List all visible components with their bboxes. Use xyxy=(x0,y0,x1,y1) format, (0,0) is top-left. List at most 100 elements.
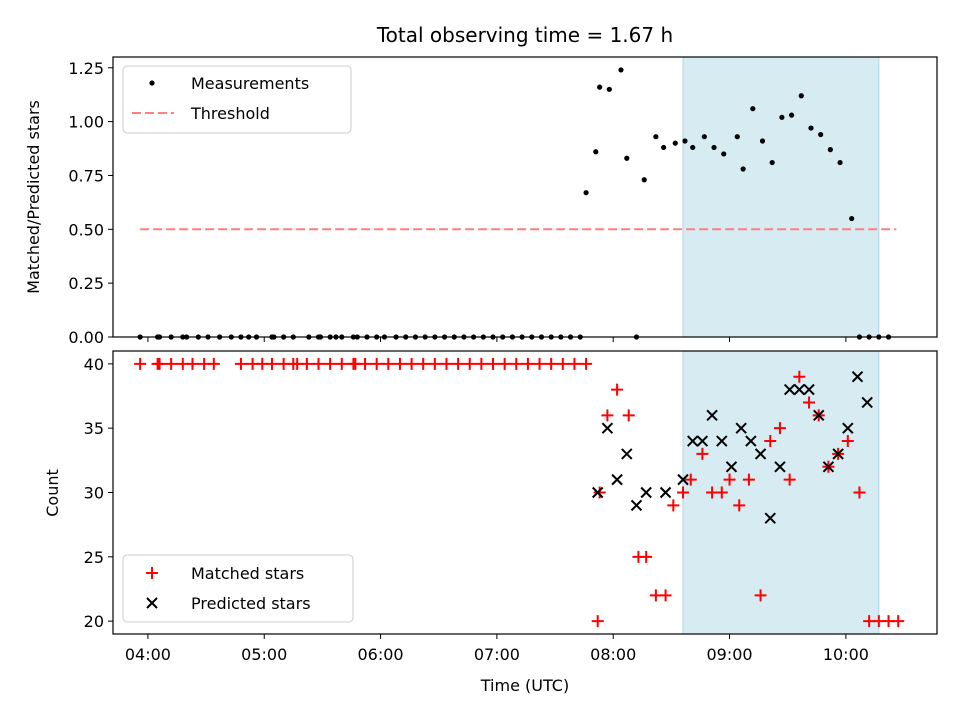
matched-star-point xyxy=(498,357,511,370)
matched-star-point xyxy=(622,409,635,422)
predicted-star-point xyxy=(725,461,738,473)
matched-star-point xyxy=(487,357,500,370)
matched-star-point xyxy=(773,422,786,435)
x-axis-label: Time (UTC) xyxy=(480,676,569,695)
measurement-point xyxy=(750,106,756,112)
top-y-tick-label: 0.50 xyxy=(68,220,104,239)
matched-star-point xyxy=(134,357,147,370)
matched-star-point xyxy=(463,357,476,370)
predicted-star-point xyxy=(735,422,747,434)
matched-star-point xyxy=(234,357,247,370)
measurement-point xyxy=(690,144,696,151)
top-legend-box xyxy=(122,65,352,134)
matched-star-point xyxy=(580,357,593,370)
matched-star-point xyxy=(382,357,395,370)
measurement-point xyxy=(701,134,707,140)
bottom-x-tick-label: 09:00 xyxy=(706,645,752,664)
legend-predicted-marker xyxy=(146,597,158,609)
matched-star-point xyxy=(611,383,624,396)
predicted-star-point xyxy=(611,473,623,486)
measurement-point xyxy=(827,147,833,153)
matched-star-point xyxy=(667,499,680,512)
matched-star-point xyxy=(417,357,430,370)
measurement-point xyxy=(583,190,589,196)
bottom-x-tick-label: 05:00 xyxy=(241,645,287,664)
matched-star-point xyxy=(312,357,325,370)
matched-star-point xyxy=(733,499,746,512)
predicted-star-point xyxy=(832,448,844,460)
matched-star-point xyxy=(640,550,653,563)
matched-star-point xyxy=(428,357,441,370)
matched-star-point xyxy=(335,357,348,370)
predicted-star-point xyxy=(630,499,643,512)
matched-star-point xyxy=(754,589,767,602)
predicted-star-point xyxy=(591,486,604,499)
matched-star-point xyxy=(370,357,383,370)
matched-star-point xyxy=(684,473,697,486)
top-y-tick-label: 0.25 xyxy=(68,274,104,293)
predicted-star-point xyxy=(659,486,672,499)
predicted-star-point xyxy=(706,409,718,422)
matched-star-point xyxy=(659,589,672,602)
measurement-point xyxy=(818,131,824,138)
predicted-star-point xyxy=(621,448,633,460)
matched-star-point xyxy=(475,357,488,370)
bottom-y-tick-label: 20 xyxy=(84,612,104,631)
measurement-point xyxy=(618,67,624,73)
matched-star-point xyxy=(207,357,220,370)
predicted-star-point xyxy=(861,396,873,409)
matched-star-point xyxy=(324,357,337,370)
measurement-point xyxy=(740,166,746,172)
measurement-point xyxy=(788,112,795,118)
predicted-star-point xyxy=(803,383,815,396)
bottom-y-tick-label: 40 xyxy=(84,355,104,374)
measurement-point xyxy=(808,125,814,131)
measurement-point xyxy=(653,134,659,140)
matched-star-point xyxy=(556,357,569,370)
matched-star-point xyxy=(764,435,777,448)
predicted-star-point xyxy=(754,448,767,460)
measurement-point xyxy=(798,93,804,99)
top-y-axis: 0.00 0.25 0.50 0.75 1.00 1.25 xyxy=(68,59,113,347)
predicted-star-point xyxy=(677,473,689,486)
predicted-star-point xyxy=(601,422,614,434)
matched-star-point xyxy=(803,396,816,409)
matched-star-point xyxy=(783,473,796,486)
predicted-star-point xyxy=(716,435,728,447)
predicted-star-point xyxy=(745,435,757,447)
matched-star-point xyxy=(165,357,178,370)
matched-star-point xyxy=(841,435,854,448)
legend-matched-marker xyxy=(146,567,158,579)
predicted-star-point xyxy=(640,486,652,499)
bottom-y-tick-label: 30 xyxy=(84,484,104,503)
top-panel: 0.00 0.25 0.50 0.75 1.00 1.25 Matched/Predict… xyxy=(24,56,938,347)
matched-star-point xyxy=(568,357,581,370)
measurement-point xyxy=(721,151,727,157)
measurement-point xyxy=(597,84,603,90)
matched-star-point xyxy=(892,615,905,628)
legend-threshold-label: Threshold xyxy=(190,104,270,123)
bottom-panel: 20 25 30 35 40 04:00 05:00 06:00 07:00 08:00 09:0… xyxy=(43,350,938,695)
matched-star-point xyxy=(359,357,372,370)
predicted-star-point xyxy=(813,409,825,422)
matched-star-point xyxy=(300,357,313,370)
matched-star-point xyxy=(393,357,406,370)
matched-star-point xyxy=(265,357,278,370)
measurement-point xyxy=(769,159,775,166)
predicted-star-point xyxy=(793,383,806,396)
matched-star-point xyxy=(405,357,418,370)
matched-star-point xyxy=(533,357,546,370)
matched-star-point xyxy=(593,486,606,499)
predicted-stars-series xyxy=(591,371,873,524)
matched-stars-series xyxy=(134,357,905,628)
legend-measurements-marker xyxy=(149,80,155,86)
measurement-point xyxy=(661,144,667,151)
measurement-point xyxy=(682,138,688,144)
top-y-axis-label: Matched/Predicted stars xyxy=(24,100,43,294)
measurement-point xyxy=(606,86,612,92)
top-y-tick-label: 0.75 xyxy=(68,166,104,185)
matched-star-point xyxy=(186,357,199,370)
matched-star-point xyxy=(742,473,755,486)
measurement-point xyxy=(711,144,717,151)
